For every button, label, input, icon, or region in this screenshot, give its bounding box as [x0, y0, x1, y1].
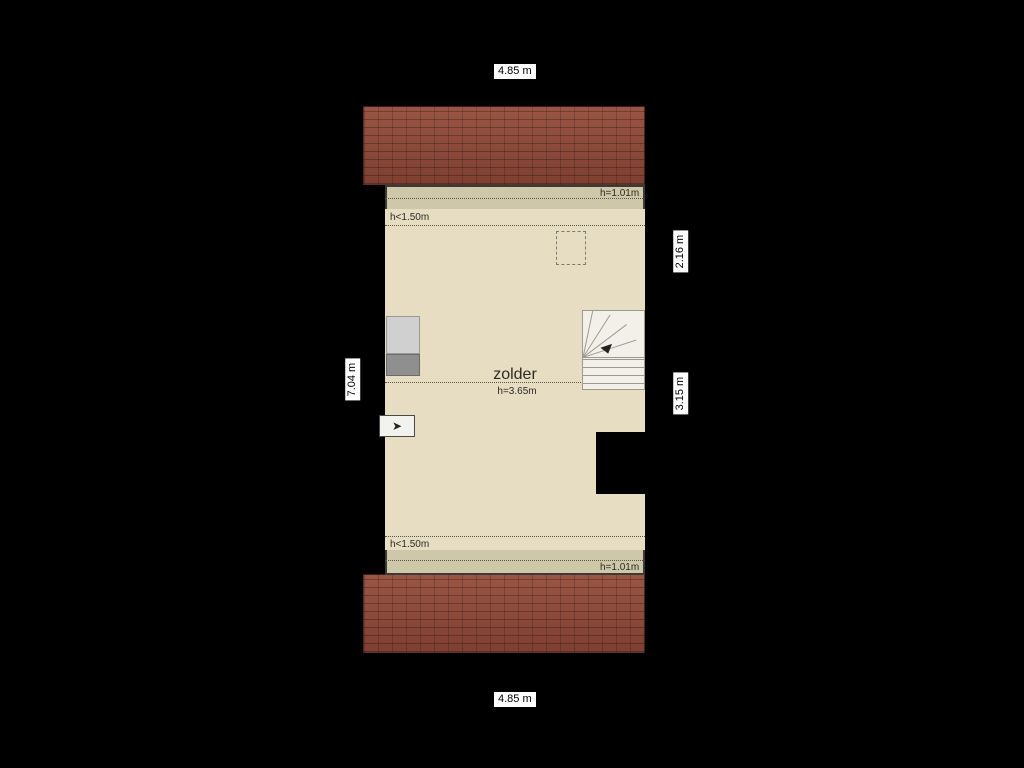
unit-lower — [386, 354, 420, 376]
dimension-top-value: 4.85 m — [498, 65, 532, 77]
dormer-arrow-icon: ➤ — [392, 419, 402, 433]
room-name: zolder — [480, 366, 550, 384]
annot-h150-bottom: h<1.50m — [390, 539, 429, 550]
ceiling-line-bot-101 — [385, 560, 645, 561]
annot-h150-top: h<1.50m — [390, 212, 429, 223]
floorplan-canvas: 4.85 m 4.85 m 7.04 m 2.16 m 3.15 m h=1.0… — [0, 0, 1024, 768]
roof-bottom — [363, 574, 645, 653]
annot-h101-top: h=1.01m — [600, 188, 639, 199]
dimension-right-upper: 2.16 m — [673, 231, 688, 273]
ceiling-line-bot-150 — [385, 536, 645, 537]
room-height: h=3.65m — [492, 386, 542, 397]
dimension-bottom: 4.85 m — [494, 692, 536, 707]
floor-cutout — [596, 432, 647, 494]
dimension-bottom-value: 4.85 m — [498, 693, 532, 705]
stair-winder-icon — [583, 311, 644, 388]
ceiling-hatch — [556, 231, 586, 265]
dimension-right-lower-value: 3.15 m — [674, 377, 686, 411]
unit-upper — [386, 316, 420, 354]
ceiling-line-top-150 — [385, 225, 645, 226]
dimension-right-upper-value: 2.16 m — [674, 235, 686, 269]
dormer-window: ➤ — [379, 415, 415, 437]
annot-h101-bottom: h=1.01m — [600, 562, 639, 573]
dimension-left-value: 7.04 m — [346, 363, 358, 397]
dimension-left: 7.04 m — [345, 359, 360, 401]
roof-top — [363, 106, 645, 185]
dimension-right-lower: 3.15 m — [673, 373, 688, 415]
staircase — [582, 310, 645, 390]
dimension-top: 4.85 m — [494, 64, 536, 79]
